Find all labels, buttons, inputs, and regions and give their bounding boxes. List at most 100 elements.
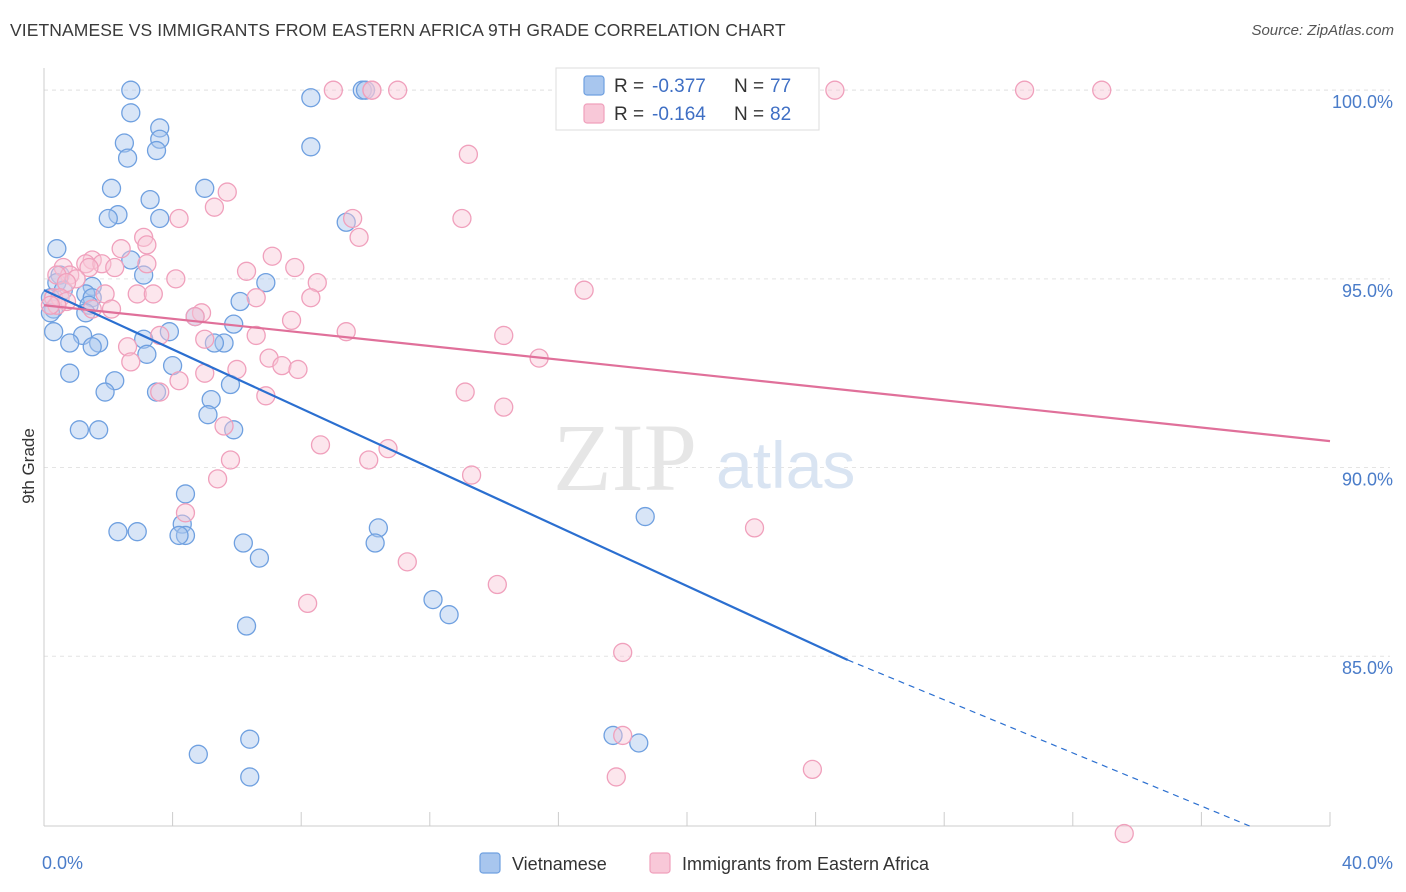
data-point [111, 239, 131, 259]
data-point [140, 189, 160, 210]
gridlines [44, 89, 1390, 657]
data-point [458, 144, 479, 164]
data-point [323, 80, 344, 100]
data-point [368, 518, 389, 538]
bottom-legend: Vietnamese Immigrants from Eastern Afric… [479, 852, 930, 874]
data-point [169, 208, 189, 229]
data-points [40, 80, 1134, 844]
data-point [204, 333, 225, 353]
data-point [121, 103, 141, 123]
data-point [272, 355, 292, 376]
data-point [60, 363, 80, 383]
data-point [146, 140, 167, 161]
data-point [95, 382, 115, 402]
y-tick-label: 90.0% [1342, 470, 1393, 490]
data-point [175, 484, 196, 504]
source-label: Source: ZipAtlas.com [1251, 22, 1394, 39]
data-point [166, 269, 186, 289]
data-point [574, 280, 594, 300]
data-point [207, 469, 228, 489]
data-point [802, 759, 823, 780]
data-point [150, 129, 170, 149]
series-eastern-africa [40, 80, 1134, 844]
data-point [98, 208, 118, 229]
y-tick-label: 95.0% [1342, 281, 1393, 301]
data-point [108, 522, 128, 542]
data-point [224, 420, 244, 440]
data-point [195, 178, 215, 198]
data-point [301, 137, 321, 157]
data-point [487, 574, 507, 595]
trend-line-extension [847, 659, 1250, 827]
data-point [297, 593, 318, 614]
data-point [423, 589, 443, 610]
data-point [217, 182, 237, 202]
data-point [201, 389, 221, 410]
y-tick-label: 85.0% [1342, 658, 1393, 678]
trend-line-vietnamese [43, 289, 849, 661]
data-point [114, 133, 135, 153]
data-point [288, 359, 308, 380]
series-vietnamese [40, 80, 655, 787]
y-tick-label: 100.0% [1332, 92, 1393, 112]
data-point [69, 420, 90, 440]
legend-swatch-eastern-africa [583, 103, 605, 124]
data-point [494, 325, 514, 346]
chart-title: VIETNAMESE VS IMMIGRANTS FROM EASTERN AF… [10, 20, 786, 40]
trend-line-eastern-africa [43, 304, 1331, 443]
data-point [240, 729, 260, 749]
data-point [494, 397, 514, 417]
data-point [89, 420, 109, 440]
data-point [455, 382, 475, 402]
data-point [137, 235, 157, 255]
data-point [172, 514, 192, 534]
data-point [439, 605, 459, 625]
data-point [744, 518, 765, 538]
data-point [362, 80, 382, 100]
trend-lines [43, 289, 1331, 827]
bottom-legend-swatch-eastern-africa [649, 852, 671, 874]
data-point [108, 205, 128, 225]
data-point [342, 208, 363, 229]
data-point [101, 178, 122, 198]
watermark-zip: ZIP [553, 404, 697, 511]
bottom-legend-label-vietnamese: Vietnamese [512, 854, 607, 874]
data-point [43, 322, 64, 342]
data-point [127, 522, 147, 542]
data-point [301, 88, 321, 108]
data-point [169, 371, 189, 391]
data-point [365, 533, 385, 553]
data-point [285, 257, 305, 278]
data-point [121, 80, 141, 100]
data-point [240, 767, 260, 787]
top-legend: R = -0.377 N = 77 R = -0.164 N = 82 [555, 67, 820, 131]
data-point [47, 265, 67, 285]
data-point [175, 503, 196, 523]
watermark-atlas: atlas [716, 428, 855, 502]
data-point [1114, 823, 1134, 844]
data-point [105, 257, 125, 278]
data-point [606, 767, 626, 787]
data-point [355, 80, 376, 100]
data-point [613, 642, 633, 663]
data-point [195, 329, 215, 349]
data-point [66, 269, 86, 289]
bottom-legend-label-eastern-africa: Immigrants from Eastern Africa [682, 854, 930, 874]
tick-labels: 85.0% 90.0% 95.0% 100.0% 0.0% 40.0% [42, 92, 1393, 873]
data-point [134, 265, 154, 285]
axes [43, 68, 1331, 827]
data-point [214, 416, 234, 436]
data-point [169, 525, 189, 546]
y-axis-label: 9th Grade [19, 428, 38, 504]
data-point [387, 80, 408, 100]
data-point [121, 352, 141, 372]
data-point [236, 616, 257, 636]
data-point [301, 288, 321, 308]
data-point [150, 118, 170, 138]
watermark: ZIP atlas [553, 404, 855, 511]
legend-swatch-vietnamese [583, 75, 605, 96]
data-point [143, 284, 163, 304]
data-point [1014, 80, 1035, 100]
data-point [825, 80, 845, 100]
